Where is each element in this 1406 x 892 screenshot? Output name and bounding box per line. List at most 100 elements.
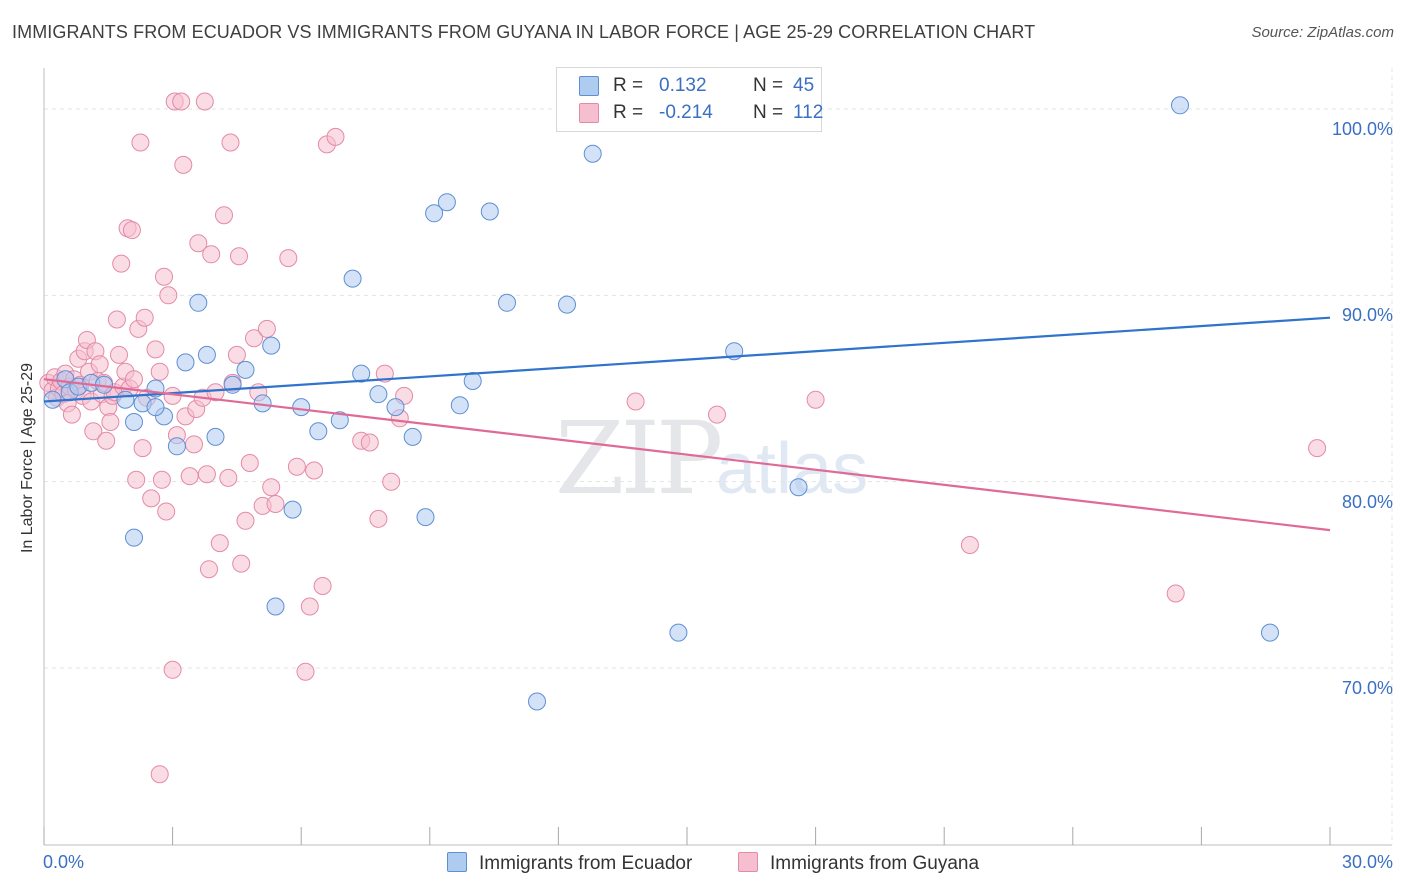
point-guyana xyxy=(708,405,726,424)
point-guyana xyxy=(232,554,251,573)
y-tick-label: 100.0% xyxy=(1331,118,1393,139)
r-value-ecuador: 0.132 xyxy=(659,75,707,96)
n-value-ecuador: 45 xyxy=(793,75,815,96)
source-label: Source: ZipAtlas.com xyxy=(1251,24,1394,41)
point-guyana xyxy=(90,355,109,374)
point-guyana xyxy=(305,461,324,480)
point-ecuador xyxy=(266,597,285,616)
point-guyana xyxy=(382,472,401,491)
point-guyana xyxy=(155,267,173,286)
point-ecuador xyxy=(450,396,469,415)
point-guyana xyxy=(180,467,199,486)
legend-label-guyana: Immigrants from Guyana xyxy=(770,853,980,874)
point-ecuador xyxy=(197,345,216,364)
legend-label-ecuador: Immigrants from Ecuador xyxy=(479,853,693,874)
point-guyana xyxy=(266,495,285,513)
point-guyana xyxy=(287,457,306,476)
point-guyana xyxy=(326,127,345,146)
point-guyana xyxy=(215,206,233,225)
point-guyana xyxy=(131,133,150,152)
watermark-atlas: atlas xyxy=(716,429,869,509)
point-guyana xyxy=(210,534,229,553)
point-guyana xyxy=(227,345,246,364)
point-ecuador xyxy=(403,427,422,446)
point-guyana xyxy=(257,319,276,338)
point-ecuador xyxy=(558,295,576,314)
point-guyana xyxy=(157,502,176,521)
y-tick-label: 80.0% xyxy=(1341,491,1393,512)
chart-title: IMMIGRANTS FROM ECUADOR VS IMMIGRANTS FR… xyxy=(12,22,1036,42)
point-ecuador xyxy=(386,398,405,417)
point-guyana xyxy=(360,433,379,452)
point-guyana xyxy=(240,454,259,472)
x-tick-label-min: 0.0% xyxy=(43,852,85,872)
point-guyana xyxy=(960,536,979,554)
point-ecuador xyxy=(480,202,499,221)
point-guyana xyxy=(62,405,81,424)
legend-item-ecuador: Immigrants from Ecuador xyxy=(447,852,692,875)
point-ecuador xyxy=(498,293,516,312)
point-ecuador xyxy=(189,293,208,312)
point-guyana xyxy=(626,392,645,411)
point-ecuador xyxy=(125,413,143,431)
point-ecuador xyxy=(669,623,688,642)
point-ecuador xyxy=(528,692,546,711)
point-guyana xyxy=(107,310,126,329)
y-tick-label: 90.0% xyxy=(1341,305,1393,326)
points-layer xyxy=(39,88,1327,784)
point-guyana xyxy=(189,234,208,253)
trend-layer xyxy=(43,316,1331,532)
point-guyana xyxy=(122,221,141,240)
point-guyana xyxy=(1308,439,1327,458)
point-ecuador xyxy=(369,385,388,404)
n-key: N = xyxy=(753,75,784,96)
point-guyana xyxy=(185,435,203,454)
point-ecuador xyxy=(167,437,186,456)
point-guyana xyxy=(174,155,193,174)
point-ecuador xyxy=(789,478,808,497)
point-guyana xyxy=(202,245,221,264)
point-ecuador xyxy=(176,353,195,372)
point-guyana xyxy=(230,247,248,266)
point-guyana xyxy=(150,765,169,784)
point-ecuador xyxy=(352,364,371,383)
legend-swatch-guyana xyxy=(738,852,758,872)
point-guyana xyxy=(375,364,394,383)
point-ecuador xyxy=(116,390,135,409)
stats-legend: R = 0.132 N = 45 R = -0.214 N = 112 xyxy=(556,67,823,132)
point-ecuador xyxy=(125,528,143,547)
point-ecuador xyxy=(206,427,225,446)
x-tick-label-max: 30.0% xyxy=(1341,852,1393,872)
point-ecuador xyxy=(309,422,328,441)
point-guyana xyxy=(146,340,165,359)
trend-line-ecuador xyxy=(43,316,1331,403)
point-guyana xyxy=(236,511,255,530)
axis-layer xyxy=(43,68,1393,846)
point-ecuador xyxy=(425,204,444,223)
point-guyana xyxy=(172,92,191,111)
point-guyana xyxy=(142,489,161,508)
point-guyana xyxy=(313,577,332,595)
point-guyana xyxy=(245,329,263,348)
point-guyana xyxy=(206,383,225,402)
watermark-zip: ZIP xyxy=(555,400,723,517)
y-tick-label: 70.0% xyxy=(1341,677,1393,698)
point-ecuador xyxy=(283,500,302,519)
r-value-guyana: -0.214 xyxy=(659,102,713,123)
point-guyana xyxy=(133,439,152,458)
n-key: N = xyxy=(753,102,784,123)
point-guyana xyxy=(127,470,146,489)
point-ecuador xyxy=(416,508,435,527)
point-guyana xyxy=(97,431,116,450)
point-guyana xyxy=(806,390,825,409)
point-guyana xyxy=(84,422,103,441)
point-ecuador xyxy=(236,360,255,379)
point-guyana xyxy=(125,370,143,389)
point-guyana xyxy=(135,308,154,327)
point-guyana xyxy=(150,362,169,381)
point-guyana xyxy=(219,468,238,487)
r-key: R = xyxy=(613,102,644,123)
point-ecuador xyxy=(343,269,362,288)
point-ecuador xyxy=(1261,623,1279,642)
point-guyana xyxy=(200,560,218,579)
